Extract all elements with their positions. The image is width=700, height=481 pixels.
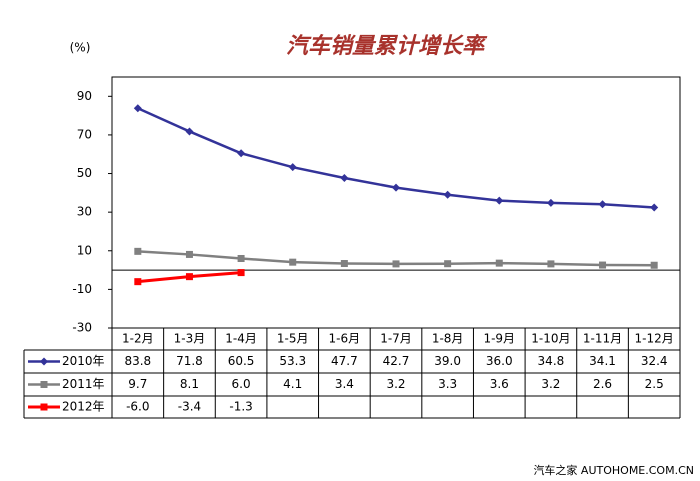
data-point <box>185 250 193 258</box>
y-tick-label: 90 <box>77 89 92 103</box>
data-point <box>598 200 607 209</box>
x-tick-label: 1-11月 <box>583 332 622 346</box>
table-value: 3.3 <box>438 377 457 391</box>
table-value: 3.2 <box>386 377 405 391</box>
table-value: 2.6 <box>593 377 612 391</box>
plot-frame <box>111 76 681 329</box>
y-tick-label: -10 <box>72 282 92 296</box>
table-value: 2.5 <box>645 377 664 391</box>
x-tick-label: 1-9月 <box>483 332 515 346</box>
source: 汽车之家 AUTOHOME.COM.CN <box>533 463 694 477</box>
table-value: 83.8 <box>124 354 151 368</box>
table-value: 47.7 <box>331 354 358 368</box>
legend-label: 2011年 <box>62 377 105 391</box>
legend-marker <box>40 403 48 411</box>
table-value: -1.3 <box>229 400 252 414</box>
data-point <box>340 260 348 268</box>
data-point <box>288 163 297 172</box>
data-point <box>185 273 193 281</box>
data-point <box>237 149 246 158</box>
x-tick-label: 1-10月 <box>531 332 570 346</box>
x-tick-label: 1-4月 <box>225 332 257 346</box>
table-value: 9.7 <box>128 377 147 391</box>
y-tick-label: 30 <box>77 205 92 219</box>
table-value: 60.5 <box>228 354 255 368</box>
table-value: 8.1 <box>180 377 199 391</box>
x-tick-label: 1-8月 <box>432 332 464 346</box>
y-tick-label: 10 <box>77 243 92 257</box>
data-point <box>650 203 659 212</box>
table-value: -6.0 <box>126 400 149 414</box>
table-value: -3.4 <box>178 400 201 414</box>
data-point <box>134 278 142 286</box>
data-point <box>495 196 504 205</box>
data-point <box>392 260 400 268</box>
table-value: 6.0 <box>232 377 251 391</box>
data-point <box>495 259 503 267</box>
data-point <box>289 258 297 266</box>
table-value: 34.8 <box>538 354 565 368</box>
data-point <box>444 260 452 268</box>
data-point <box>134 247 142 255</box>
legend-marker <box>40 381 48 388</box>
x-tick-label: 1-2月 <box>122 332 154 346</box>
x-tick-label: 1-3月 <box>174 332 206 346</box>
table-value: 36.0 <box>486 354 513 368</box>
data-point <box>443 190 452 199</box>
table-value: 42.7 <box>383 354 410 368</box>
data-point <box>185 127 194 136</box>
x-tick-label: 1-7月 <box>380 332 412 346</box>
data-point <box>392 183 400 192</box>
y-unit: (%) <box>70 41 91 55</box>
data-point <box>650 261 658 269</box>
data-point <box>546 198 555 207</box>
table-value: 53.3 <box>279 354 306 368</box>
x-tick-label: 1-6月 <box>329 332 361 346</box>
table-value: 3.2 <box>541 377 560 391</box>
y-tick-label: 70 <box>77 127 92 141</box>
data-point <box>133 104 142 113</box>
data-point <box>599 261 607 269</box>
y-tick-label: 50 <box>77 166 92 180</box>
table-value: 32.4 <box>641 354 668 368</box>
table-value: 39.0 <box>434 354 461 368</box>
data-point <box>340 173 349 182</box>
series-line <box>137 107 655 209</box>
table-value: 71.8 <box>176 354 203 368</box>
legend-label: 2012年 <box>62 400 105 414</box>
data-point <box>237 254 245 262</box>
y-tick-label: -30 <box>72 321 92 335</box>
table-value: 34.1 <box>589 354 616 368</box>
table-value: 4.1 <box>283 377 302 391</box>
chart-title: 汽车销量累计增长率 <box>286 33 488 59</box>
table-value: 3.6 <box>490 377 509 391</box>
table-value: 3.4 <box>335 377 354 391</box>
legend-marker <box>40 357 48 366</box>
x-tick-label: 1-5月 <box>277 332 309 346</box>
x-tick-label: 1-12月 <box>635 332 674 346</box>
legend-label: 2010年 <box>62 354 105 368</box>
data-point <box>547 260 555 268</box>
data-point <box>237 269 245 277</box>
